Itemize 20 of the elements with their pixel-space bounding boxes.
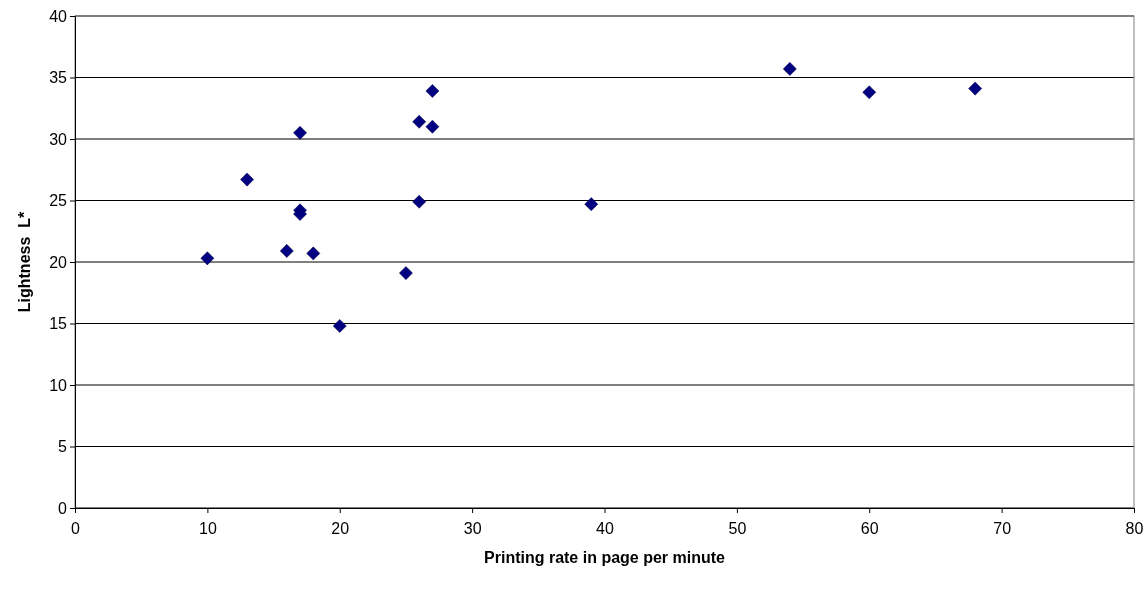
y-tick-label: 30 (49, 130, 68, 148)
y-tick-label: 40 (49, 7, 68, 25)
x-tick-label: 20 (331, 519, 350, 537)
y-tick-label: 15 (49, 315, 68, 333)
x-tick-label: 60 (860, 519, 879, 537)
y-tick-label: 20 (49, 253, 68, 271)
x-tick-label: 10 (198, 519, 217, 537)
x-tick-label: 30 (463, 519, 482, 537)
y-axis-title: Lightness L* (16, 211, 33, 313)
x-tick-label: 40 (596, 519, 614, 537)
y-tick-label: 5 (58, 438, 68, 456)
x-tick-label: 70 (993, 519, 1012, 537)
x-axis-title: Printing rate in page per minute (484, 549, 726, 566)
x-tick-label: 80 (1125, 519, 1144, 537)
y-tick-label: 25 (49, 192, 68, 210)
y-tick-label: 0 (58, 499, 68, 517)
x-tick-label: 50 (728, 519, 747, 537)
x-tick-label: 0 (71, 519, 81, 537)
y-tick-label: 10 (49, 376, 68, 394)
y-tick-label: 35 (49, 69, 68, 87)
